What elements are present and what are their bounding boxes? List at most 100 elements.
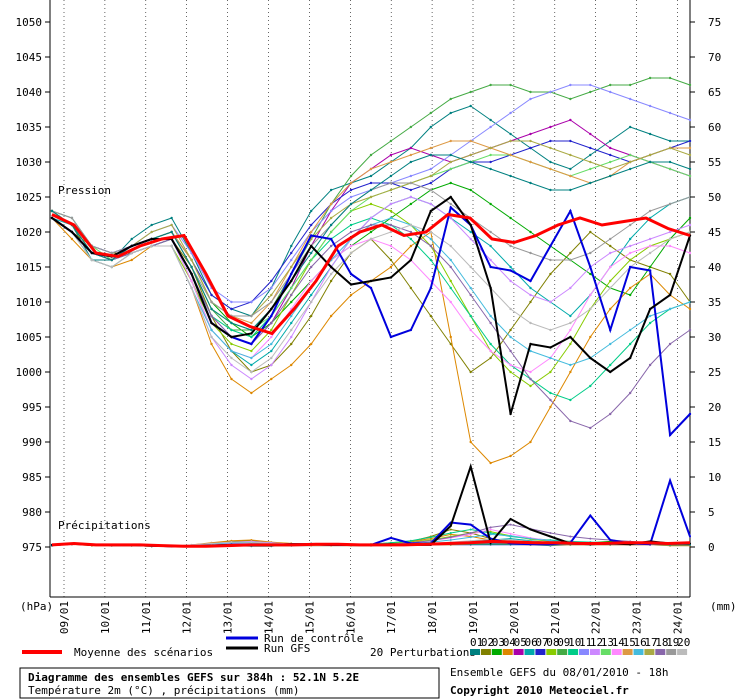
pressure-point [449, 195, 452, 199]
pert-legend-number: 06 [525, 636, 538, 649]
pressure-point [668, 146, 672, 150]
pressure-point [270, 300, 273, 304]
pressure-point [250, 328, 253, 332]
pressure-point [270, 321, 273, 325]
pressure-point [130, 237, 133, 241]
pressure-point [628, 97, 632, 101]
pressure-point [688, 153, 692, 157]
pert-legend-swatch [622, 649, 633, 655]
pressure-point [449, 160, 452, 164]
precip-point [489, 532, 492, 534]
pressure-point [589, 272, 592, 276]
pressure-point [250, 342, 253, 346]
pert-legend-number: 12 [590, 636, 603, 649]
pressure-point [489, 314, 492, 318]
pressure-point [190, 258, 193, 262]
pressure-point [589, 335, 592, 339]
pressure-point [150, 230, 153, 234]
pressure-point [688, 328, 692, 332]
pressure-point [648, 251, 652, 255]
pert-legend-swatch [480, 649, 491, 655]
pressure-point [290, 300, 293, 304]
precip-point [449, 532, 452, 534]
pressure-point [50, 216, 54, 220]
pressure-point [688, 307, 692, 311]
pressure-point [449, 202, 452, 206]
pert-legend-number: 05 [514, 636, 527, 649]
pressure-point [250, 321, 253, 325]
pressure-point [349, 195, 353, 199]
pressure-point [170, 223, 173, 227]
pressure-point [648, 76, 652, 80]
pressure-point [609, 237, 612, 241]
pressure-point [668, 76, 672, 80]
pressure-point [529, 293, 532, 297]
pert-legend-number: 14 [612, 636, 626, 649]
pressure-point [210, 293, 213, 297]
pressure-point [90, 258, 94, 262]
pressure-line-pert [51, 217, 691, 464]
precip-point [449, 536, 452, 539]
precip-point [469, 528, 472, 531]
pressure-point [409, 160, 413, 164]
right-tick-label: 60 [708, 121, 721, 134]
pressure-point [349, 251, 353, 255]
pressure-point [210, 335, 213, 339]
pressure-point [668, 237, 672, 241]
pressure-point [489, 146, 492, 150]
pressure-point [589, 160, 592, 164]
pressure-point [309, 244, 313, 248]
pressure-point [389, 209, 393, 213]
left-tick-label: 1050 [16, 16, 43, 29]
pressure-point [628, 223, 632, 227]
pressure-point [628, 342, 632, 346]
pressure-point [589, 132, 592, 136]
pressure-point [329, 265, 333, 269]
pressure-point [489, 202, 492, 206]
pressure-point [429, 125, 433, 129]
pressure-point [429, 286, 433, 290]
pressure-point [210, 328, 213, 332]
pressure-point [668, 111, 672, 115]
pressure-point [529, 321, 532, 325]
chart-grid [49, 0, 691, 598]
pressure-point [589, 153, 592, 157]
pressure-point [369, 195, 373, 199]
chart-series [50, 76, 692, 548]
pressure-point [569, 174, 572, 178]
pressure-point [489, 125, 492, 129]
pressure-point [549, 346, 552, 349]
pressure-point [409, 146, 413, 150]
pressure-point [609, 370, 612, 374]
pressure-point [628, 244, 632, 248]
pressure-point [230, 321, 233, 325]
pressure-point [529, 146, 532, 150]
precip-point [509, 537, 512, 540]
pressure-point [70, 216, 74, 220]
pressure-point [569, 153, 572, 157]
pressure-point [509, 363, 512, 367]
pressure-point [469, 153, 472, 157]
pressure-point [230, 300, 233, 304]
pressure-point [429, 244, 433, 248]
pert-legend-swatch [557, 649, 568, 655]
pressure-point [529, 97, 532, 101]
pert-legend-number: 10 [568, 636, 581, 649]
pressure-point [609, 174, 612, 178]
pressure-point [270, 356, 273, 360]
pressure-point [389, 335, 393, 339]
pressure-point [529, 90, 532, 94]
pressure-point [190, 286, 193, 290]
right-tick-label: 20 [708, 401, 721, 414]
pressure-point [389, 160, 393, 164]
pressure-point [688, 83, 692, 87]
pressure-point [648, 307, 652, 311]
pressure-point [250, 349, 253, 353]
precip-line-mean [51, 539, 691, 548]
pert-legend-swatch [655, 649, 666, 655]
pressure-point [290, 335, 293, 339]
pressure-point [409, 125, 413, 129]
precip-point [589, 514, 592, 517]
pressure-point [469, 230, 472, 234]
